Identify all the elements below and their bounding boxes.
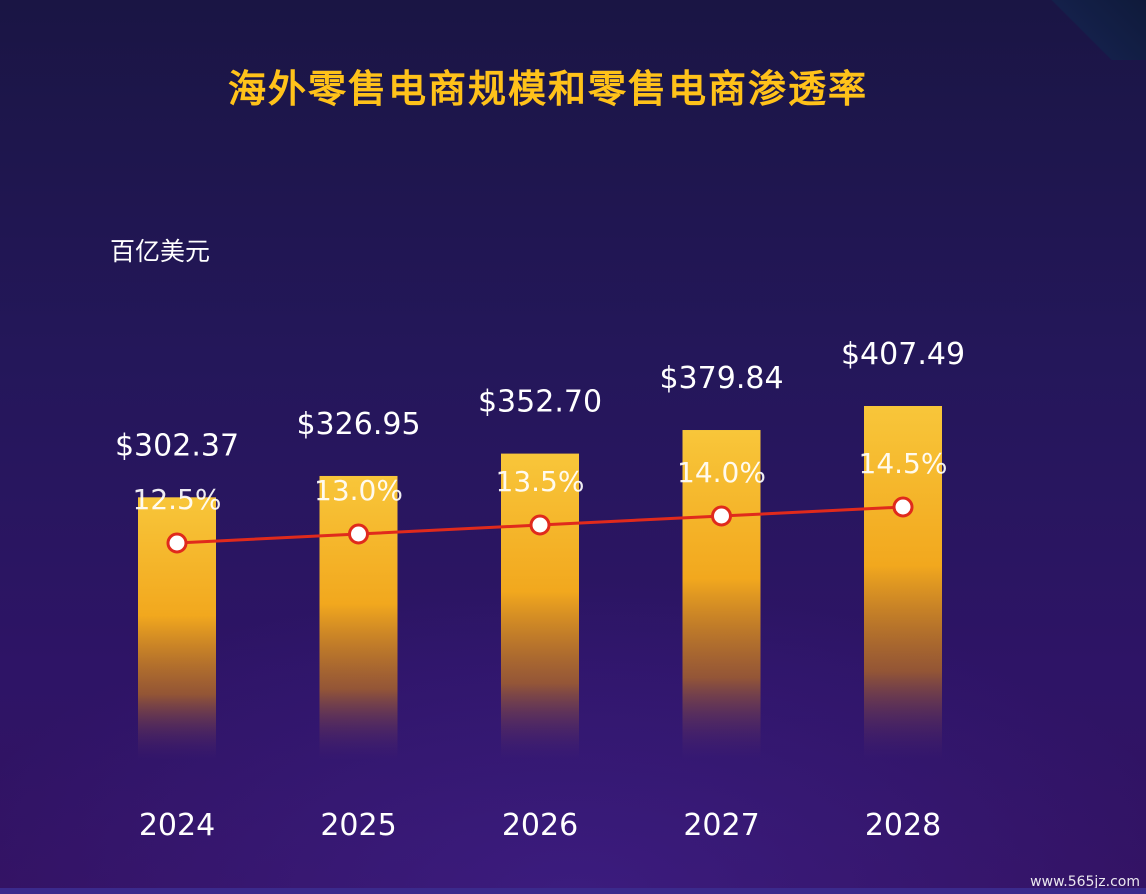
x-tick-label: 2024 <box>139 808 215 843</box>
watermark: www.565jz.com <box>1030 874 1140 890</box>
line-value-label: 12.5% <box>133 483 222 516</box>
bar-value-label: $407.49 <box>841 337 965 372</box>
bar-2026 <box>501 453 579 760</box>
unit-label: 百亿美元 <box>110 237 211 266</box>
x-tick-label: 2027 <box>683 808 759 843</box>
line-point-2028 <box>892 496 914 518</box>
x-tick-label: 2026 <box>502 808 578 843</box>
line-point-2024 <box>166 532 188 554</box>
bar-value-label: $379.84 <box>659 361 783 396</box>
bar-2027 <box>682 430 761 760</box>
line-point-2027 <box>711 505 732 527</box>
line-value-label: 14.5% <box>859 447 948 480</box>
bar-2025 <box>319 475 398 760</box>
line-value-label: 13.0% <box>314 474 403 507</box>
line-value-label: 14.0% <box>677 456 766 489</box>
line-point-2026 <box>529 514 551 536</box>
line-value-label: 13.5% <box>496 465 585 498</box>
line-point-2025 <box>348 523 369 545</box>
chart-title: 海外零售电商规模和零售电商渗透率 <box>227 67 868 111</box>
bar-2028 <box>864 406 942 760</box>
bar-value-label: $326.95 <box>296 407 420 442</box>
bar-value-label: $302.37 <box>115 428 239 463</box>
x-tick-label: 2028 <box>865 808 941 843</box>
x-tick-label: 2025 <box>320 808 396 843</box>
corner-decoration <box>1036 0 1146 60</box>
bar-value-label: $352.70 <box>478 385 602 420</box>
bottom-strip <box>0 888 1146 894</box>
